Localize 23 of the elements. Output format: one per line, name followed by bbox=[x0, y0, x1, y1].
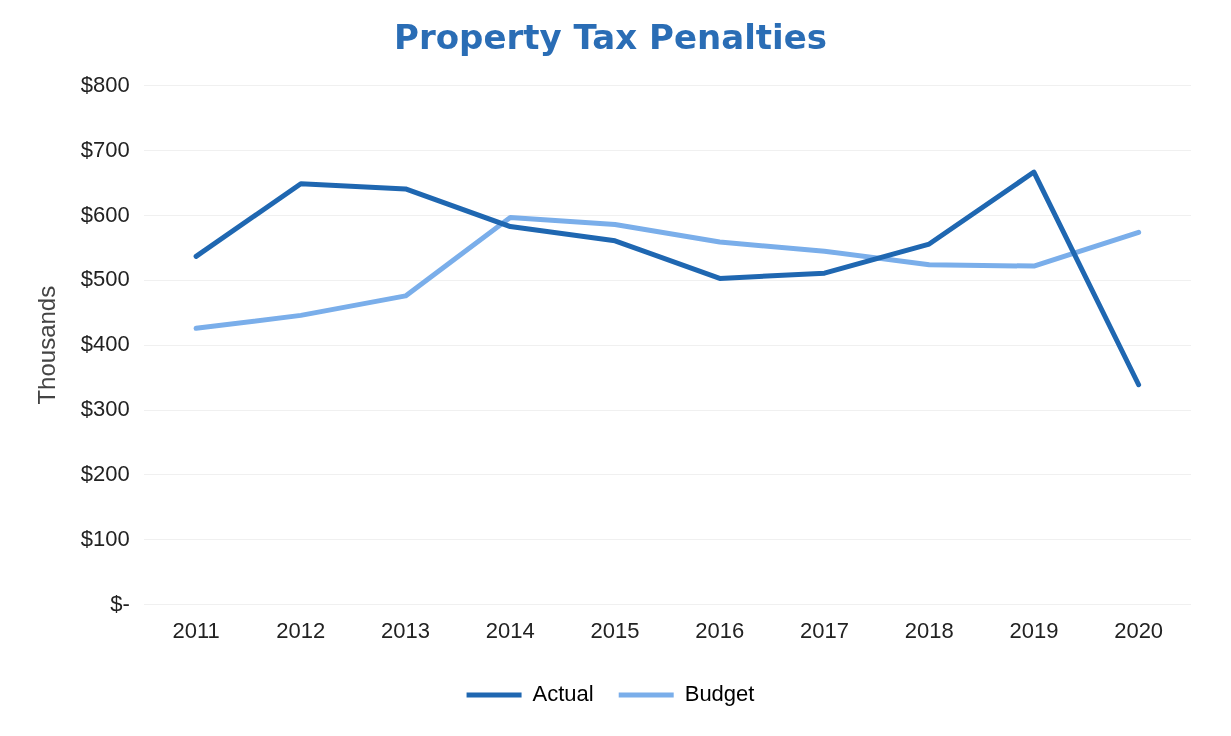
y-axis-title: Thousands bbox=[33, 285, 61, 405]
y-tick-label: $200 bbox=[80, 460, 130, 486]
y-tick-label: $700 bbox=[80, 136, 130, 162]
chart-title: Property Tax Penalties bbox=[394, 17, 827, 58]
x-tick-label: 2013 bbox=[381, 617, 431, 643]
x-tick-label: 2014 bbox=[485, 617, 535, 643]
x-tick-label: 2020 bbox=[1114, 617, 1164, 643]
y-tick-label: $800 bbox=[80, 71, 130, 97]
x-tick-label: 2015 bbox=[590, 617, 640, 643]
y-tick-label: $300 bbox=[80, 396, 130, 422]
y-tick-label: $- bbox=[110, 590, 130, 616]
legend-label: Budget bbox=[684, 681, 755, 707]
y-tick-label: $600 bbox=[80, 201, 130, 227]
x-tick-label: 2018 bbox=[904, 617, 954, 643]
y-tick-label: $400 bbox=[80, 331, 130, 357]
x-tick-label: 2019 bbox=[1009, 617, 1059, 643]
x-tick-label: 2011 bbox=[172, 617, 220, 643]
x-tick-label: 2012 bbox=[276, 617, 326, 643]
y-tick-label: $100 bbox=[80, 525, 130, 551]
y-tick-label: $500 bbox=[80, 266, 130, 292]
x-tick-label: 2016 bbox=[695, 617, 745, 643]
x-tick-label: 2017 bbox=[799, 617, 849, 643]
legend-label: Actual bbox=[532, 681, 594, 707]
